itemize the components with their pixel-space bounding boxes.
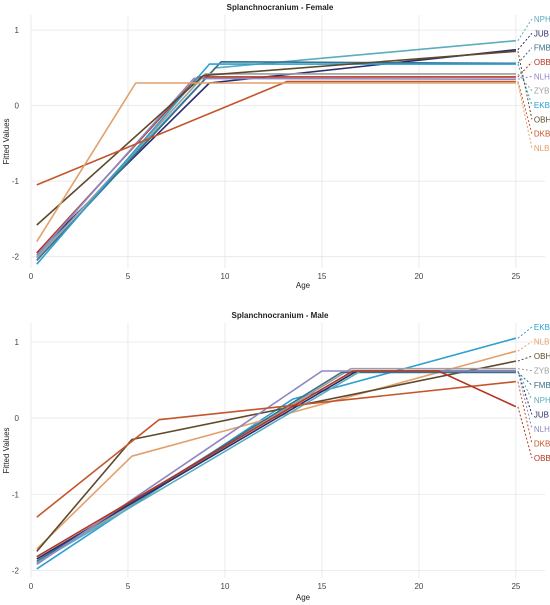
label-leader-nlh <box>517 370 533 430</box>
label-leader-fmb <box>517 372 533 386</box>
label-leader-ekb <box>517 326 533 339</box>
label-leader-dkb <box>517 381 533 444</box>
x-tick-label: 5 <box>126 582 131 591</box>
series-line-nlb <box>36 350 517 550</box>
label-leader-obh <box>517 355 533 362</box>
label-leader-jub <box>517 33 533 51</box>
series-label-dkb: DKB <box>534 439 550 448</box>
y-tick-label: -1 <box>12 177 20 186</box>
series-line-jub <box>36 370 516 560</box>
label-leader-nlb <box>517 341 533 352</box>
y-axis-label: Fitted Values <box>2 118 11 164</box>
label-leader-obh <box>517 51 533 120</box>
label-leader-nlh <box>517 75 533 80</box>
series-line-obh <box>36 360 517 552</box>
y-tick-label: -1 <box>12 490 20 499</box>
series-line-nlb <box>36 82 516 243</box>
label-leader-dkb <box>517 81 533 134</box>
x-tick-label: 25 <box>511 582 520 591</box>
series-line-obh <box>36 50 516 226</box>
series-label-jub: JUB <box>534 29 549 38</box>
series-label-obh: OBH <box>534 352 550 361</box>
x-tick-label: 25 <box>511 272 520 281</box>
series-label-nlb: NLB <box>534 144 550 153</box>
chart-panel-1: Splanchnocranium - Female 0 5 10 15 20 25 -2 -1 0… <box>2 3 550 290</box>
series-label-nlh: NLH <box>534 72 550 81</box>
series-label-obh: OBH <box>534 115 550 124</box>
x-tick-label: 5 <box>126 272 131 281</box>
series-line-jub <box>36 48 516 254</box>
y-axis-label: Fitted Values <box>2 427 11 473</box>
series-label-nph: NPH <box>534 396 550 405</box>
label-leader-nph <box>517 370 533 400</box>
chart-title: Splanchnocranium - Female <box>227 3 334 12</box>
series-label-nlh: NLH <box>534 425 550 434</box>
x-tick-label: 10 <box>221 582 230 591</box>
label-leader-nlb <box>517 82 533 149</box>
series-label-obb: OBB <box>534 454 550 463</box>
series-line-dkb <box>36 380 516 518</box>
x-axis-label: Age <box>296 281 311 290</box>
label-leader-obb <box>517 61 533 78</box>
label-leader-nph <box>517 18 533 41</box>
series-line-nlh <box>36 370 516 565</box>
series-line-ekb <box>36 63 516 265</box>
chart-panel-2: Splanchnocranium - Male 0 5 10 15 20 25 -2 -1 0 1 A… <box>2 311 550 602</box>
series-line-fmb <box>36 371 516 562</box>
x-tick-label: 0 <box>29 272 34 281</box>
y-tick-label: -2 <box>12 566 20 575</box>
y-tick-label: 0 <box>15 102 20 111</box>
label-leader-zyb <box>517 368 532 372</box>
x-tick-label: 15 <box>317 272 326 281</box>
series-label-zyb: ZYB <box>534 367 550 376</box>
series-label-fmb: FMB <box>534 44 550 53</box>
y-tick-label: 1 <box>15 338 20 347</box>
label-leader-fmb <box>517 47 533 64</box>
series-label-zyb: ZYB <box>534 87 550 96</box>
series-label-obb: OBB <box>534 58 550 67</box>
x-tick-label: 20 <box>414 582 423 591</box>
series-label-nlb: NLB <box>534 338 550 347</box>
series-line-zyb <box>36 73 516 259</box>
series-label-fmb: FMB <box>534 381 550 390</box>
series-line-dkb <box>36 80 516 186</box>
label-leader-jub <box>517 370 533 415</box>
x-tick-label: 20 <box>414 272 423 281</box>
x-tick-label: 15 <box>317 582 326 591</box>
series-line-obb <box>36 370 517 558</box>
chart-title: Splanchnocranium - Male <box>232 311 329 320</box>
series-line-obb <box>36 76 516 254</box>
y-tick-label: 1 <box>15 26 20 35</box>
series-label-ekb: EKB <box>534 323 550 332</box>
y-tick-label: 0 <box>15 414 20 423</box>
series-label-jub: JUB <box>534 410 549 419</box>
series-label-ekb: EKB <box>534 101 550 110</box>
series-line-nlh <box>36 77 516 256</box>
series-label-nph: NPH <box>534 15 550 24</box>
label-leader-obb <box>517 406 533 459</box>
label-leader-ekb <box>517 63 533 106</box>
x-tick-label: 10 <box>221 272 230 281</box>
x-tick-label: 0 <box>29 582 34 591</box>
y-tick-label: -2 <box>12 253 20 262</box>
series-label-dkb: DKB <box>534 130 550 139</box>
x-axis-label: Age <box>296 593 311 602</box>
